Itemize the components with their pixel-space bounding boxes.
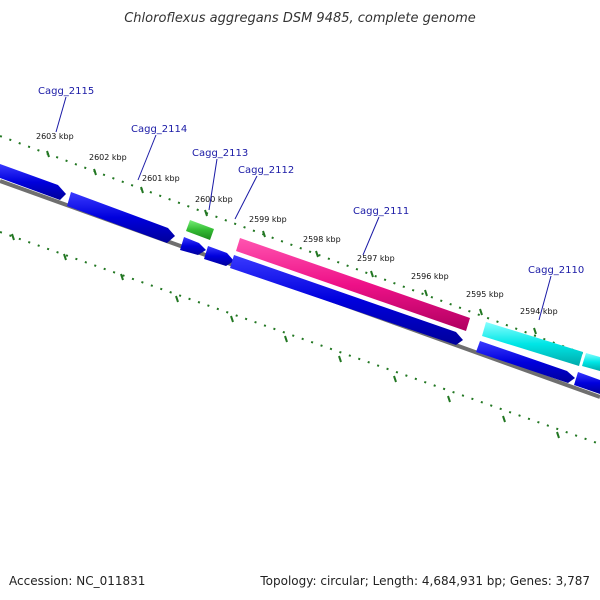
gene-label[interactable]: Cagg_2114 [131, 124, 187, 135]
map-title: Chloroflexus aggregans DSM 9485, complet… [124, 11, 476, 26]
inner-tick [230, 315, 234, 323]
major-tick [204, 209, 208, 217]
inner-tick [393, 375, 397, 383]
ruler-label: 2597 kbp [357, 254, 395, 263]
ruler-label: 2598 kbp [303, 235, 341, 244]
gene-cyan[interactable] [482, 322, 583, 366]
inner-tick [338, 355, 342, 363]
inner-tick [284, 335, 288, 343]
ruler-label: 2603 kbp [36, 132, 74, 141]
ruler-label: 2596 kbp [411, 272, 449, 281]
label-leader [234, 175, 258, 220]
gene-label[interactable]: Cagg_2112 [238, 165, 294, 176]
gene-label[interactable]: Cagg_2111 [353, 206, 409, 217]
major-tick [479, 308, 483, 316]
inner-tick [556, 431, 560, 439]
genome-summary-text: Topology: circular; Length: 4,684,931 bp… [259, 574, 590, 588]
inner-ticks [11, 233, 560, 439]
gene-arrow[interactable] [204, 246, 234, 266]
gene-label-leaders [55, 96, 552, 321]
major-ticks [46, 150, 537, 335]
inner-tick [175, 295, 179, 303]
major-tick [140, 186, 144, 194]
gene-green[interactable] [186, 220, 214, 240]
gene-label[interactable]: Cagg_2110 [528, 265, 584, 276]
major-tick [533, 327, 537, 335]
major-tick [370, 270, 374, 278]
gene-arrow[interactable] [0, 164, 66, 200]
ruler-labels: 2603 kbp 2602 kbp 2601 kbp 2600 kbp 2599… [36, 132, 558, 316]
gene-arrow[interactable] [476, 341, 575, 383]
ruler-label: 2602 kbp [89, 153, 127, 162]
label-leader [55, 96, 67, 133]
inner-tick [11, 233, 15, 241]
inner-tick [447, 395, 451, 403]
upper-strand-genes [186, 220, 600, 371]
major-tick [424, 289, 428, 297]
major-tick [46, 150, 50, 158]
gene-label[interactable]: Cagg_2113 [192, 148, 248, 159]
gene-arrow[interactable] [67, 192, 175, 243]
major-tick [93, 168, 97, 176]
ruler-label: 2595 kbp [466, 290, 504, 299]
gene-arrow[interactable] [574, 372, 600, 394]
gene-cyan[interactable] [582, 353, 600, 371]
ruler-label: 2601 kbp [142, 174, 180, 183]
lower-strand-genes [0, 164, 600, 394]
accession-text: Accession: NC_011831 [9, 574, 145, 588]
gene-pink[interactable] [236, 238, 470, 331]
inner-tick [120, 273, 124, 281]
ruler-label: 2600 kbp [195, 195, 233, 204]
gene-label[interactable]: Cagg_2115 [38, 86, 94, 97]
label-leader [137, 134, 157, 181]
major-tick [315, 250, 319, 258]
inner-tick [63, 253, 67, 261]
label-leader [538, 275, 552, 321]
label-leader [362, 216, 380, 256]
gene-labels: Cagg_2115 Cagg_2114 Cagg_2113 Cagg_2112 … [38, 86, 584, 276]
ruler-label: 2594 kbp [520, 307, 558, 316]
gene-arrow[interactable] [230, 255, 463, 345]
major-tick [262, 230, 266, 238]
outer-ruler-line [0, 135, 600, 361]
gene-arrow[interactable] [180, 237, 206, 255]
ruler-label: 2599 kbp [249, 215, 287, 224]
label-leader [208, 158, 218, 211]
inner-ruler-line [0, 231, 600, 445]
inner-tick [502, 415, 506, 423]
